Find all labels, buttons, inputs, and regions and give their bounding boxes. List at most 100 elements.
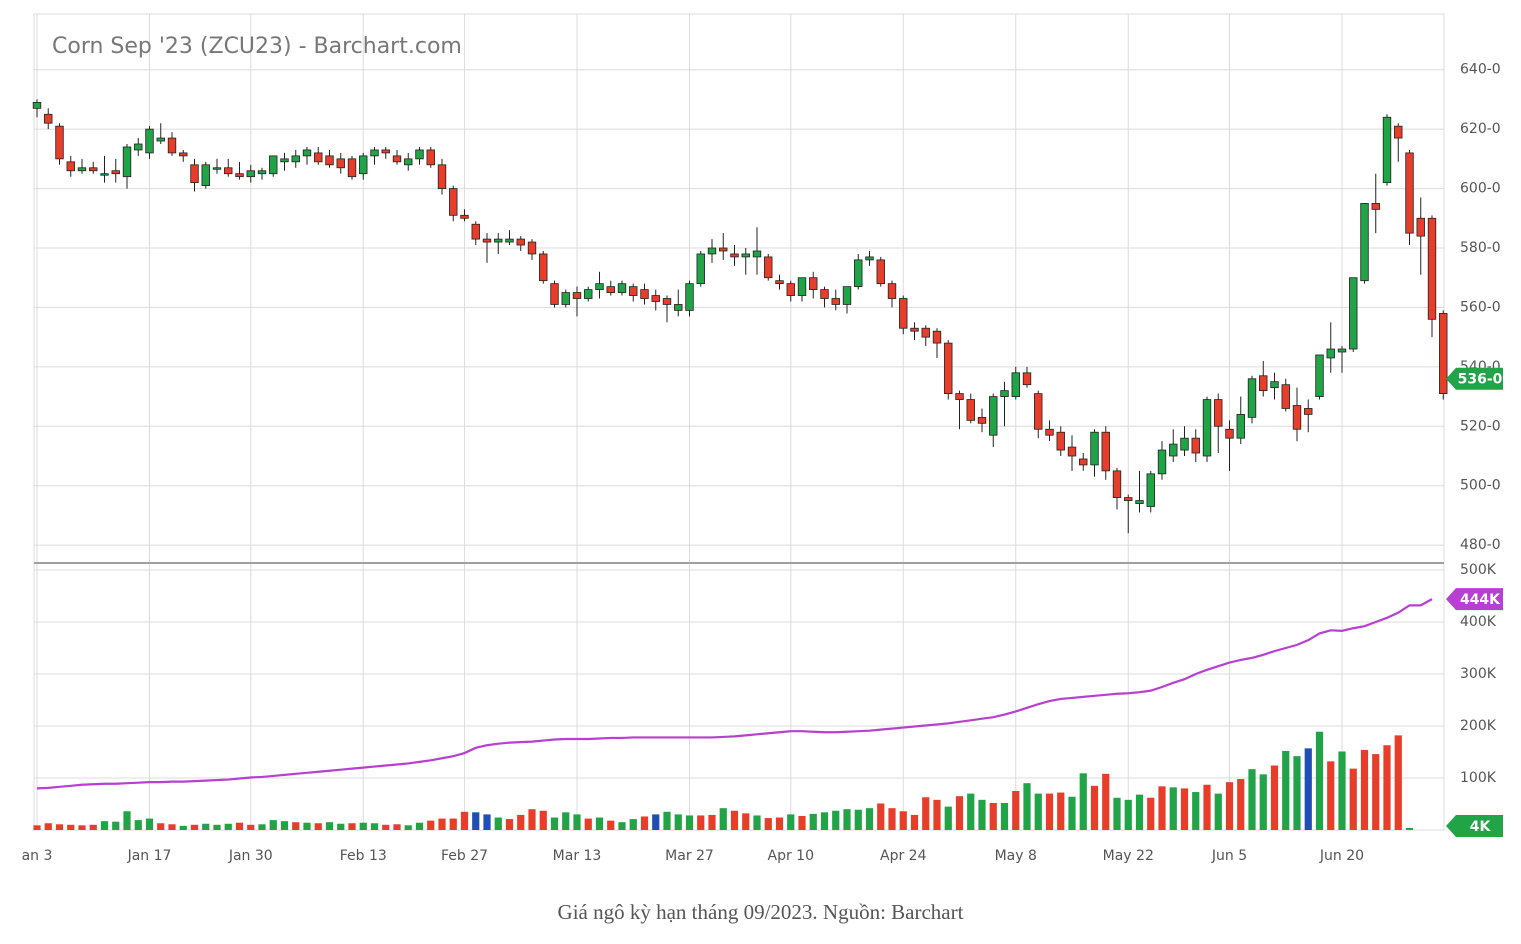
volume-bar[interactable] [865,808,874,830]
candle[interactable] [617,283,627,293]
candle[interactable] [662,298,672,305]
volume-bar[interactable] [1102,773,1110,830]
volume-bar[interactable] [337,823,345,830]
candle[interactable] [550,283,559,305]
volume-bar[interactable] [719,808,727,830]
volume-bar[interactable] [595,817,604,830]
candle[interactable] [1304,408,1313,415]
volume-bar[interactable] [877,803,885,830]
candle[interactable] [831,298,840,305]
volume-bar[interactable] [393,824,401,830]
candle[interactable] [640,289,649,299]
candle[interactable] [1259,375,1268,392]
volume-bar[interactable] [933,799,941,830]
candle[interactable] [1067,446,1077,457]
candle[interactable] [1034,393,1043,430]
candle[interactable] [190,164,199,184]
volume-bar[interactable] [1360,749,1369,830]
candle[interactable] [1371,203,1380,210]
volume-bar[interactable] [404,825,412,830]
volume-bar[interactable] [1237,779,1245,830]
candle[interactable] [336,158,345,169]
volume-bar[interactable] [652,814,660,830]
candle[interactable] [516,238,525,246]
candle[interactable] [1191,437,1200,454]
volume-bar[interactable] [955,796,964,830]
candle[interactable] [134,143,143,151]
candle[interactable] [1146,473,1155,507]
candle[interactable] [1169,443,1178,457]
candle[interactable] [865,256,874,261]
candle[interactable] [629,286,638,296]
volume-bar[interactable] [78,825,86,830]
candle[interactable] [1416,217,1425,237]
volume-bar[interactable] [640,816,649,830]
candle[interactable] [392,155,402,163]
volume-bar[interactable] [427,820,435,830]
candle[interactable] [494,238,503,243]
candle[interactable] [449,188,458,216]
volume-bar[interactable] [112,821,120,830]
candle[interactable] [1112,470,1122,499]
candle[interactable] [505,238,514,243]
candle[interactable] [302,149,312,157]
volume-bar[interactable] [100,821,109,830]
candle[interactable] [100,173,109,176]
volume-bar[interactable] [258,824,266,830]
candle[interactable] [876,259,885,285]
candle[interactable] [1236,413,1245,439]
volume-bar[interactable] [1113,797,1121,830]
volume-bar[interactable] [742,813,750,830]
candle[interactable] [1337,348,1347,353]
candle[interactable] [1292,405,1302,430]
volume-bar[interactable] [663,811,671,830]
volume-bar[interactable] [382,824,390,830]
candle[interactable] [797,277,807,296]
volume-bar[interactable] [1034,793,1042,830]
candle[interactable] [752,250,762,258]
candle[interactable] [944,342,953,395]
candle[interactable] [212,167,222,170]
volume-bar[interactable] [978,799,986,830]
candle[interactable] [1022,372,1032,386]
candle[interactable] [145,128,154,154]
candle[interactable] [1124,497,1133,501]
volume-bar[interactable] [134,820,142,830]
candle[interactable] [1135,500,1144,504]
volume-bar[interactable] [89,824,97,830]
volume-bar[interactable] [1045,793,1054,830]
volume-bar[interactable] [685,815,694,830]
candle[interactable] [539,253,548,282]
candle[interactable] [775,280,784,285]
volume-bar[interactable] [1124,799,1132,830]
candle[interactable] [707,247,717,255]
volume-bar[interactable] [348,823,356,830]
volume-bar[interactable] [1012,791,1020,830]
candle[interactable] [842,286,852,305]
candle[interactable] [122,146,132,178]
candle[interactable] [764,256,773,279]
candle[interactable] [1427,217,1437,320]
volume-bar[interactable] [190,824,199,830]
volume-bar[interactable] [899,811,907,830]
candle[interactable] [955,393,964,400]
candle[interactable] [55,125,64,160]
volume-bar[interactable] [415,822,424,830]
volume-bar[interactable] [269,820,277,830]
candle[interactable] [1394,125,1403,139]
volume-bar[interactable] [562,812,570,830]
volume-bar[interactable] [213,824,221,830]
candle[interactable] [1247,378,1257,418]
volume-bar[interactable] [629,819,637,830]
candle[interactable] [1326,348,1335,359]
candle[interactable] [910,327,919,332]
candle[interactable] [741,253,750,258]
candle[interactable] [572,292,582,299]
volume-bar[interactable] [1293,756,1301,830]
volume-bar[interactable] [292,822,300,830]
volume-bar[interactable] [247,824,255,830]
volume-bar[interactable] [1169,787,1177,830]
candle[interactable] [561,292,570,305]
volume-bar[interactable] [584,818,592,830]
candle[interactable] [1360,203,1369,282]
